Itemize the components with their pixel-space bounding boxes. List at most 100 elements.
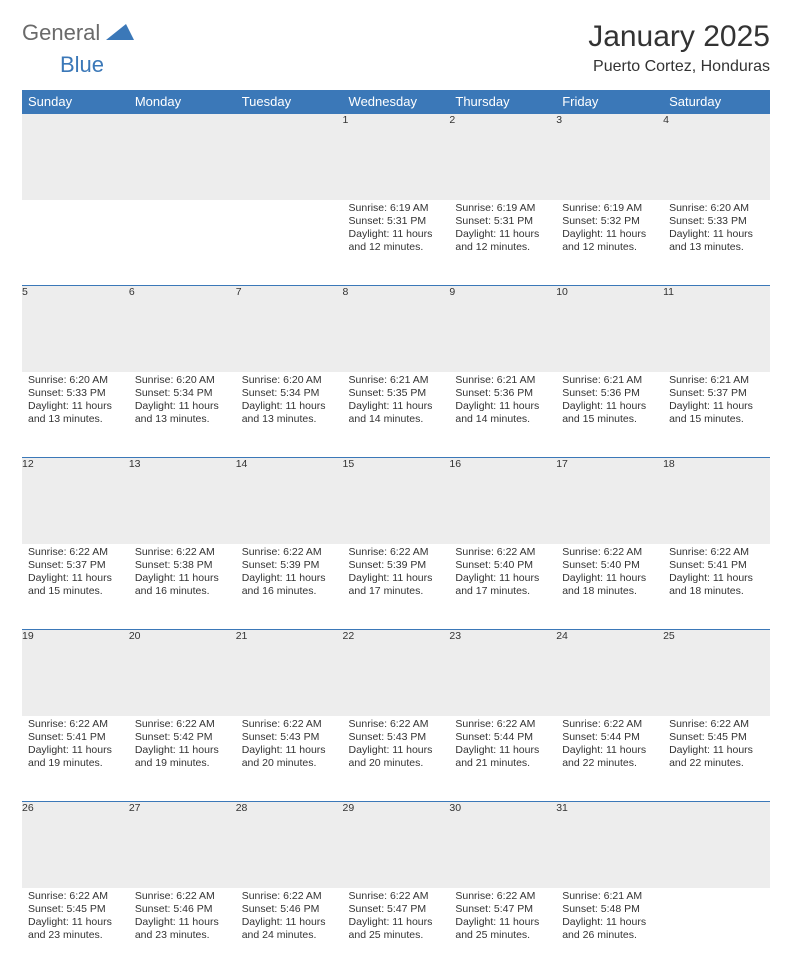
sunrise-line: Sunrise: 6:22 AM [242, 546, 337, 559]
sunrise-line: Sunrise: 6:20 AM [669, 202, 764, 215]
day-cell-body: Sunrise: 6:22 AMSunset: 5:40 PMDaylight:… [449, 544, 556, 603]
sunrise-line: Sunrise: 6:22 AM [242, 890, 337, 903]
day-cell-body: Sunrise: 6:20 AMSunset: 5:33 PMDaylight:… [22, 372, 129, 431]
sunset-line: Sunset: 5:34 PM [242, 387, 337, 400]
day-cell-body: Sunrise: 6:22 AMSunset: 5:47 PMDaylight:… [343, 888, 450, 947]
day-cell-body: Sunrise: 6:19 AMSunset: 5:31 PMDaylight:… [343, 200, 450, 259]
day-cell: Sunrise: 6:22 AMSunset: 5:46 PMDaylight:… [236, 888, 343, 974]
sunrise-line: Sunrise: 6:22 AM [669, 546, 764, 559]
weekday-header-row: SundayMondayTuesdayWednesdayThursdayFrid… [22, 90, 770, 114]
day-cell: Sunrise: 6:22 AMSunset: 5:43 PMDaylight:… [236, 716, 343, 802]
day-cell-body: Sunrise: 6:22 AMSunset: 5:47 PMDaylight:… [449, 888, 556, 947]
day-cell: Sunrise: 6:20 AMSunset: 5:33 PMDaylight:… [663, 200, 770, 286]
day-number: 2 [449, 114, 556, 200]
logo-text-blue: Blue [60, 52, 104, 77]
day-cell-body: Sunrise: 6:22 AMSunset: 5:39 PMDaylight:… [343, 544, 450, 603]
day-number: 27 [129, 802, 236, 888]
day-cell-body: Sunrise: 6:21 AMSunset: 5:36 PMDaylight:… [556, 372, 663, 431]
daylight-line: Daylight: 11 hours and 12 minutes. [562, 228, 657, 254]
week-row: Sunrise: 6:22 AMSunset: 5:45 PMDaylight:… [22, 888, 770, 974]
day-number: 31 [556, 802, 663, 888]
day-cell-body: Sunrise: 6:20 AMSunset: 5:33 PMDaylight:… [663, 200, 770, 259]
daylight-line: Daylight: 11 hours and 21 minutes. [455, 744, 550, 770]
day-number: 26 [22, 802, 129, 888]
daynum-row: 567891011 [22, 286, 770, 372]
sunset-line: Sunset: 5:40 PM [562, 559, 657, 572]
day-number: 13 [129, 458, 236, 544]
day-cell: Sunrise: 6:19 AMSunset: 5:31 PMDaylight:… [449, 200, 556, 286]
logo-text-general: General [22, 20, 100, 46]
sunrise-line: Sunrise: 6:22 AM [562, 718, 657, 731]
day-cell-body: Sunrise: 6:22 AMSunset: 5:46 PMDaylight:… [129, 888, 236, 947]
sunrise-line: Sunrise: 6:22 AM [349, 718, 444, 731]
day-cell-body: Sunrise: 6:22 AMSunset: 5:37 PMDaylight:… [22, 544, 129, 603]
day-cell: Sunrise: 6:22 AMSunset: 5:41 PMDaylight:… [22, 716, 129, 802]
sunset-line: Sunset: 5:39 PM [349, 559, 444, 572]
daylight-line: Daylight: 11 hours and 17 minutes. [349, 572, 444, 598]
sunrise-line: Sunrise: 6:22 AM [28, 890, 123, 903]
sunset-line: Sunset: 5:42 PM [135, 731, 230, 744]
sunset-line: Sunset: 5:31 PM [349, 215, 444, 228]
daylight-line: Daylight: 11 hours and 13 minutes. [669, 228, 764, 254]
sunrise-line: Sunrise: 6:22 AM [349, 546, 444, 559]
sunrise-line: Sunrise: 6:22 AM [242, 718, 337, 731]
sunrise-line: Sunrise: 6:21 AM [562, 890, 657, 903]
day-number: 6 [129, 286, 236, 372]
day-number: 29 [343, 802, 450, 888]
sunset-line: Sunset: 5:44 PM [562, 731, 657, 744]
day-cell: Sunrise: 6:22 AMSunset: 5:46 PMDaylight:… [129, 888, 236, 974]
daylight-line: Daylight: 11 hours and 20 minutes. [242, 744, 337, 770]
sunset-line: Sunset: 5:47 PM [455, 903, 550, 916]
day-cell: Sunrise: 6:20 AMSunset: 5:34 PMDaylight:… [236, 372, 343, 458]
sunrise-line: Sunrise: 6:22 AM [455, 546, 550, 559]
sunset-line: Sunset: 5:39 PM [242, 559, 337, 572]
sunrise-line: Sunrise: 6:21 AM [349, 374, 444, 387]
daylight-line: Daylight: 11 hours and 25 minutes. [349, 916, 444, 942]
weekday-header: Saturday [663, 90, 770, 114]
daylight-line: Daylight: 11 hours and 22 minutes. [562, 744, 657, 770]
daylight-line: Daylight: 11 hours and 26 minutes. [562, 916, 657, 942]
sunrise-line: Sunrise: 6:21 AM [455, 374, 550, 387]
day-number: 12 [22, 458, 129, 544]
day-cell-body: Sunrise: 6:22 AMSunset: 5:46 PMDaylight:… [236, 888, 343, 947]
daylight-line: Daylight: 11 hours and 15 minutes. [669, 400, 764, 426]
day-cell-body: Sunrise: 6:22 AMSunset: 5:38 PMDaylight:… [129, 544, 236, 603]
daylight-line: Daylight: 11 hours and 23 minutes. [28, 916, 123, 942]
day-cell-body: Sunrise: 6:22 AMSunset: 5:41 PMDaylight:… [22, 716, 129, 775]
weekday-header: Monday [129, 90, 236, 114]
sunset-line: Sunset: 5:41 PM [28, 731, 123, 744]
day-cell-body: Sunrise: 6:22 AMSunset: 5:44 PMDaylight:… [449, 716, 556, 775]
day-cell: Sunrise: 6:22 AMSunset: 5:38 PMDaylight:… [129, 544, 236, 630]
logo-triangle-icon [106, 22, 134, 45]
daynum-row: 12131415161718 [22, 458, 770, 544]
day-cell-body: Sunrise: 6:21 AMSunset: 5:37 PMDaylight:… [663, 372, 770, 431]
sunset-line: Sunset: 5:46 PM [242, 903, 337, 916]
day-number: 8 [343, 286, 450, 372]
sunrise-line: Sunrise: 6:22 AM [669, 718, 764, 731]
sunrise-line: Sunrise: 6:22 AM [562, 546, 657, 559]
weekday-header: Friday [556, 90, 663, 114]
day-cell-body: Sunrise: 6:21 AMSunset: 5:36 PMDaylight:… [449, 372, 556, 431]
day-cell-body: Sunrise: 6:22 AMSunset: 5:41 PMDaylight:… [663, 544, 770, 603]
sunset-line: Sunset: 5:45 PM [28, 903, 123, 916]
day-cell: Sunrise: 6:22 AMSunset: 5:43 PMDaylight:… [343, 716, 450, 802]
day-cell: Sunrise: 6:22 AMSunset: 5:47 PMDaylight:… [449, 888, 556, 974]
day-number: 16 [449, 458, 556, 544]
sunrise-line: Sunrise: 6:19 AM [455, 202, 550, 215]
day-cell-body: Sunrise: 6:19 AMSunset: 5:32 PMDaylight:… [556, 200, 663, 259]
sunrise-line: Sunrise: 6:19 AM [349, 202, 444, 215]
sunrise-line: Sunrise: 6:22 AM [28, 546, 123, 559]
daylight-line: Daylight: 11 hours and 25 minutes. [455, 916, 550, 942]
calendar-table: SundayMondayTuesdayWednesdayThursdayFrid… [22, 90, 770, 974]
sunset-line: Sunset: 5:33 PM [28, 387, 123, 400]
day-cell: Sunrise: 6:22 AMSunset: 5:39 PMDaylight:… [343, 544, 450, 630]
day-number: 28 [236, 802, 343, 888]
sunset-line: Sunset: 5:33 PM [669, 215, 764, 228]
sunset-line: Sunset: 5:46 PM [135, 903, 230, 916]
daylight-line: Daylight: 11 hours and 15 minutes. [562, 400, 657, 426]
logo: General [22, 20, 136, 46]
day-cell-body: Sunrise: 6:20 AMSunset: 5:34 PMDaylight:… [129, 372, 236, 431]
sunset-line: Sunset: 5:45 PM [669, 731, 764, 744]
day-cell-body: Sunrise: 6:22 AMSunset: 5:44 PMDaylight:… [556, 716, 663, 775]
day-cell: Sunrise: 6:22 AMSunset: 5:44 PMDaylight:… [449, 716, 556, 802]
